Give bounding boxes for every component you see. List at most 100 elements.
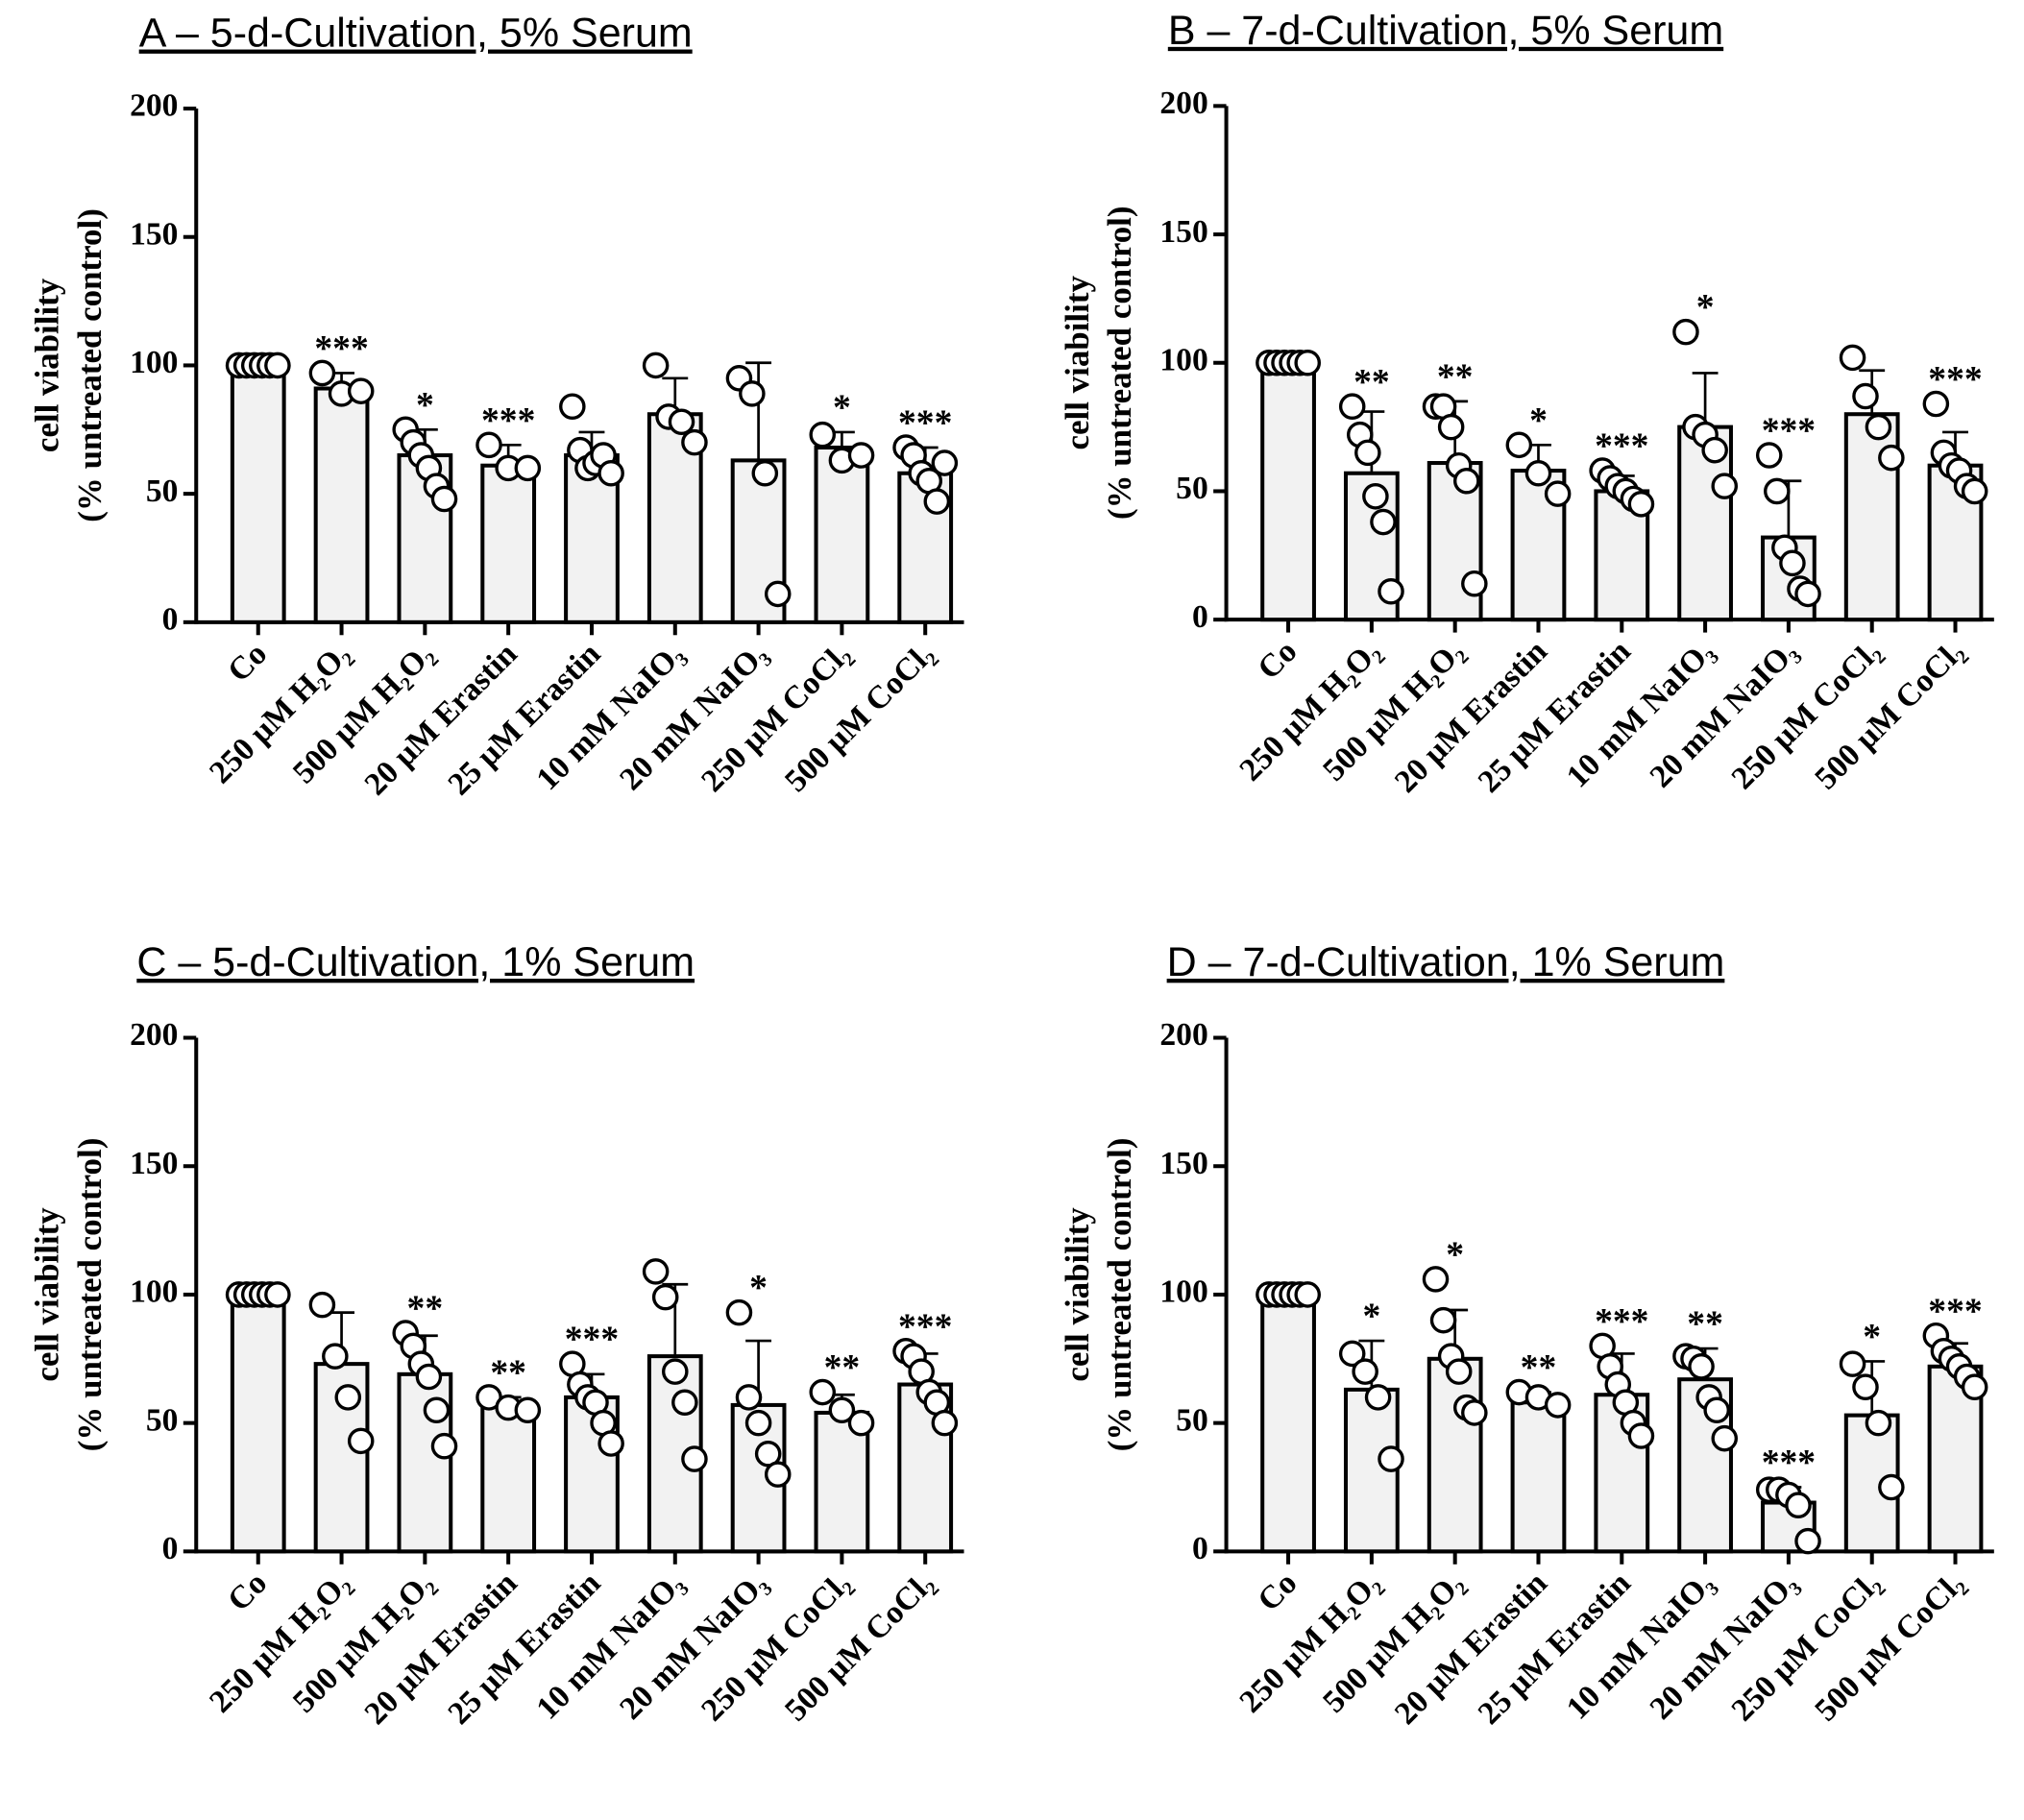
x-tick-label: 500 µM CoCl₂ [1808,1565,1971,1729]
data-point [423,1396,451,1424]
significance: ** [1687,1304,1723,1345]
significance: * [833,388,851,428]
y-axis-label: cell viability [1059,276,1096,450]
significance: * [1696,287,1715,328]
data-point [671,1389,698,1417]
data-point [1852,1373,1879,1400]
data-point [1672,318,1699,346]
data-point [1878,444,1905,472]
x-tick-label: Co [221,1565,274,1618]
bar [814,445,870,624]
data-point [1294,349,1321,376]
data-point [559,393,586,420]
significance: * [1446,1234,1464,1274]
bar [1260,1292,1316,1554]
bar [480,1402,537,1554]
data-point [1294,1281,1321,1308]
x-tick-label: 10 mM NaIO₃ [529,1565,691,1727]
data-point [1755,442,1783,469]
x-tick-label: 500 µM CoCl₂ [1808,634,1971,797]
bar [1510,1400,1567,1554]
y-tick-label: 100 [130,345,178,380]
data-point [347,377,375,404]
data-point [476,431,502,459]
data-point [1544,1392,1572,1419]
data-point [1338,393,1366,420]
x-tick-label: 20 mM NaIO₃ [1643,634,1804,795]
panel-title: B – 7-d-Cultivation, 5% Serum [1168,8,1723,54]
data-point [1370,508,1397,536]
data-point [430,1432,458,1460]
x-tick-label: 20 mM NaIO₃ [1643,1565,1804,1727]
data-point [597,459,624,487]
data-point [651,1283,679,1311]
data-point [1354,439,1381,467]
significance: *** [1762,411,1816,451]
y-axis-label: (% untreated control) [1101,1138,1138,1452]
y-tick-label: 200 [1159,85,1207,121]
x-tick-label: Co [221,636,274,689]
data-point [847,442,875,469]
data-point [1922,390,1950,418]
significance: ** [824,1347,861,1388]
significance: *** [898,1306,952,1347]
panel-title: C – 5-d-Cultivation, 1% Serum [136,939,695,985]
y-axis-label: cell viability [1059,1207,1096,1382]
significance: *** [1595,426,1648,467]
y-tick-label: 100 [1159,1274,1207,1310]
data-point [923,488,951,515]
y-tick-label: 200 [130,88,178,124]
data-point [642,1258,670,1285]
data-point [1378,577,1404,605]
significance: *** [1762,1443,1816,1483]
data-point [1785,1492,1812,1518]
y-axis-label: cell viability [28,278,65,452]
significance: * [749,1268,768,1308]
data-point [1452,467,1480,495]
data-point [1505,431,1533,459]
panel-title: A – 5-d-Cultivation, 5% Serum [139,11,693,57]
y-tick-label: 50 [1176,1402,1208,1438]
data-point [322,1343,349,1370]
data-point [725,1298,753,1326]
significance: * [1362,1297,1380,1337]
y-tick-label: 50 [146,473,179,509]
data-point [764,580,792,608]
significance: * [416,385,434,425]
data-point [847,1409,875,1437]
data-point [1865,1409,1892,1437]
x-tick-label: 10 mM NaIO₃ [1560,1565,1721,1727]
y-tick-label: 100 [130,1274,178,1310]
data-point [1839,344,1866,372]
panel-title: D – 7-d-Cultivation, 1% Serum [1167,939,1725,985]
data-point [1779,549,1806,577]
data-point [1961,1373,1988,1400]
bar [1427,1356,1483,1554]
data-point [1865,413,1892,441]
x-tick-label: 20 mM NaIO₃ [613,636,774,797]
data-point [1429,1306,1457,1334]
data-point [1544,480,1572,507]
data-point [681,1445,708,1472]
data-point [809,1378,837,1406]
x-tick-label: Co [1251,1565,1304,1618]
data-point [931,449,959,476]
x-tick-label: 10 mM NaIO₃ [529,636,691,797]
data-point [308,359,336,387]
significance: *** [1595,1301,1648,1342]
data-point [931,1409,959,1437]
significance: ** [1353,362,1390,402]
y-tick-label: 100 [1159,342,1207,377]
x-tick-label: 10 mM NaIO₃ [1560,634,1721,795]
data-point [1627,1422,1655,1449]
data-point [1378,1445,1404,1472]
y-tick-label: 200 [1159,1017,1207,1053]
data-point [1338,1340,1366,1368]
bar [230,363,286,624]
data-point [764,1461,792,1488]
data-point [264,1281,291,1308]
data-point [1627,491,1655,518]
data-point [1364,1384,1392,1411]
y-axis-label: (% untreated control) [71,1138,109,1452]
